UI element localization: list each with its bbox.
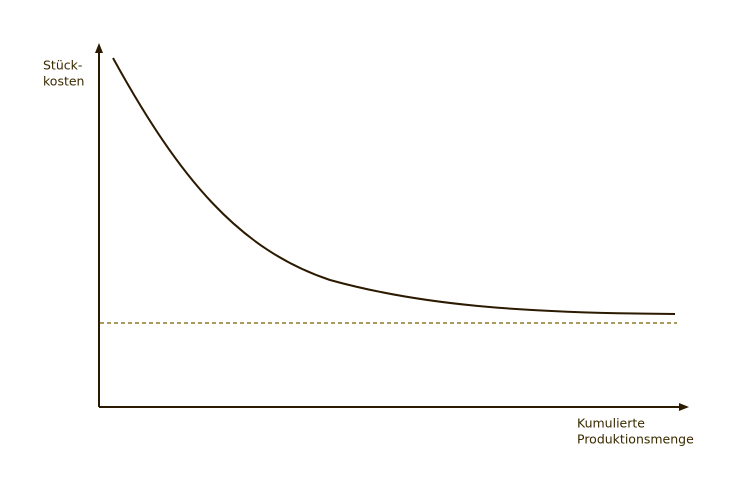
y-axis-arrow [95,43,103,53]
y-axis-label: Stück- [43,58,82,73]
cost-curve [112,57,676,315]
x-axis-label: Produktionsmenge [577,432,694,447]
y-axis-label: kosten [43,74,84,89]
x-axis-arrow [679,403,689,411]
x-axis-label: Kumulierte [577,416,645,431]
